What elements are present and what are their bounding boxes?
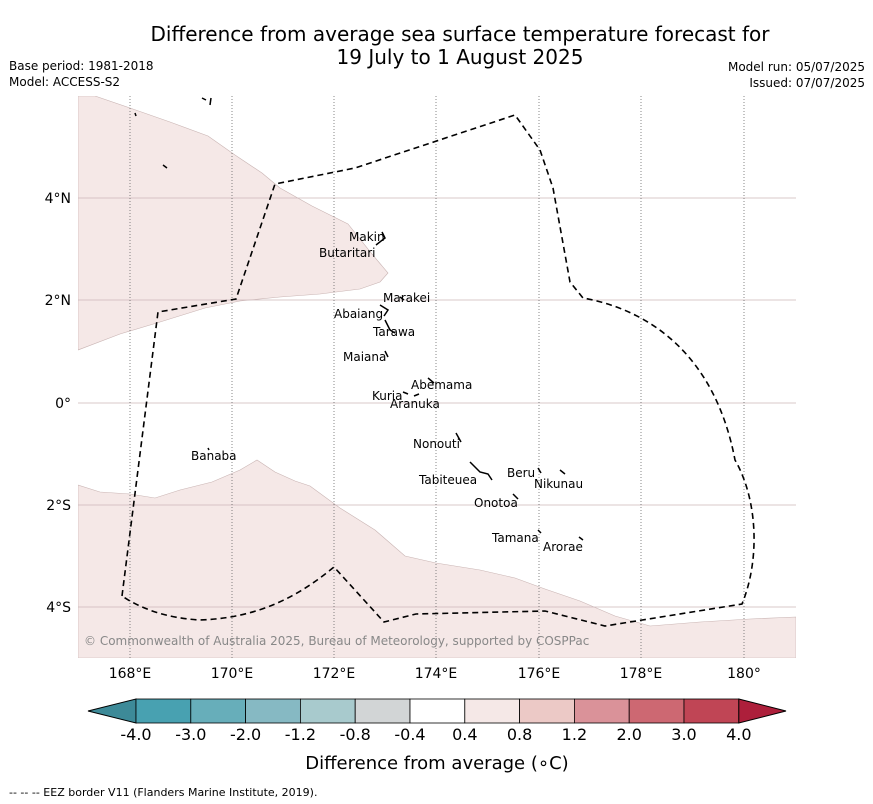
colorbar-label: 0.8 <box>507 725 532 744</box>
colorbar-segment <box>574 698 630 724</box>
colorbar-label: 4.0 <box>726 725 751 744</box>
islands <box>134 97 584 541</box>
anomaly-region-south <box>78 459 796 658</box>
island-label-banaba: Banaba <box>191 449 237 463</box>
colorbar-label: 2.0 <box>616 725 641 744</box>
island-label-abemama: Abemama <box>411 378 472 392</box>
colorbar-title: Difference from average (∘C) <box>305 753 568 774</box>
x-tick-label: 172°E <box>313 666 356 682</box>
x-tick-label: 178°E <box>620 666 663 682</box>
island-label-butaritari: Butaritari <box>319 246 376 260</box>
y-tick-label: 2°S <box>46 498 71 514</box>
title-line-2: 19 July to 1 August 2025 <box>336 45 584 69</box>
title-line-1: Difference from average sea surface temp… <box>150 22 770 46</box>
colorbar-extend-low <box>87 698 137 724</box>
island-label-nonouti: Nonouti <box>413 437 460 451</box>
island-label-makin: Makin <box>349 230 385 244</box>
y-tick-label: 0° <box>55 396 71 412</box>
colorbar-segment <box>464 698 520 724</box>
colorbar-label: -1.2 <box>285 725 316 744</box>
colorbar-segment <box>628 698 685 724</box>
y-tick-labels: 4°N 2°N 0° 2°S 4°S <box>45 191 72 616</box>
anomaly-region-north <box>78 96 389 351</box>
colorbar-segment <box>519 698 575 724</box>
x-tick-label: 174°E <box>415 666 458 682</box>
island-label-aranuka: Aranuka <box>390 397 440 411</box>
colorbar-label: -3.0 <box>175 725 206 744</box>
lat-gridlines <box>78 197 796 608</box>
colorbar-segment <box>190 698 247 724</box>
island-label-onotoa: Onotoa <box>474 496 518 510</box>
colorbar-label: -0.4 <box>394 725 425 744</box>
colorbar-label: 1.2 <box>562 725 587 744</box>
island-label-marakei: Marakei <box>383 291 430 305</box>
colorbar-segment <box>135 698 192 724</box>
colorbar-label: -4.0 <box>120 725 151 744</box>
lon-gridlines <box>129 96 745 658</box>
island-label-tamana: Tamana <box>491 531 539 545</box>
colorbar-segment <box>299 698 356 724</box>
y-tick-label: 2°N <box>45 293 71 309</box>
base-period: Base period: 1981-2018 <box>9 59 154 73</box>
issued-date: Issued: 07/07/2025 <box>749 76 865 90</box>
eez-source-note: -- -- -- EEZ border V11 (Flanders Marine… <box>9 786 318 799</box>
colorbar-segment <box>683 698 740 724</box>
x-tick-label: 180° <box>727 666 761 682</box>
x-tick-label: 168°E <box>109 666 152 682</box>
island-label-kuria: Kuria <box>372 389 403 403</box>
island-label-nikunau: Nikunau <box>534 477 583 491</box>
x-tick-label: 170°E <box>211 666 254 682</box>
island-label-tabiteuea: Tabiteuea <box>418 473 477 487</box>
copyright-text: © Commonwealth of Australia 2025, Bureau… <box>84 634 589 648</box>
island-label-beru: Beru <box>507 466 535 480</box>
colorbar-segment <box>245 698 301 724</box>
colorbar-label: 3.0 <box>671 725 696 744</box>
colorbar-label: -2.0 <box>230 725 261 744</box>
y-tick-label: 4°N <box>45 191 71 207</box>
model-name: Model: ACCESS-S2 <box>9 75 121 89</box>
x-tick-label: 176°E <box>518 666 561 682</box>
island-label-abaiang: Abaiang <box>334 307 383 321</box>
colorbar-segment <box>354 698 411 724</box>
colorbar: -4.0 -3.0 -2.0 -1.2 -0.8 -0.4 0.4 0.8 1.2 2.0 3.0 4… <box>87 698 787 744</box>
colorbar-label: 0.4 <box>452 725 477 744</box>
y-tick-label: 4°S <box>46 600 71 616</box>
colorbar-extend-high <box>738 698 787 724</box>
model-run: Model run: 05/07/2025 <box>727 60 865 74</box>
island-label-maiana: Maiana <box>343 350 386 364</box>
colorbar-label: -0.8 <box>340 725 371 744</box>
x-tick-labels: 168°E 170°E 172°E 174°E 176°E 178°E 180° <box>109 666 761 682</box>
island-label-arorae: Arorae <box>543 540 583 554</box>
island-label-tarawa: Tarawa <box>372 325 415 339</box>
colorbar-segment <box>409 698 466 724</box>
